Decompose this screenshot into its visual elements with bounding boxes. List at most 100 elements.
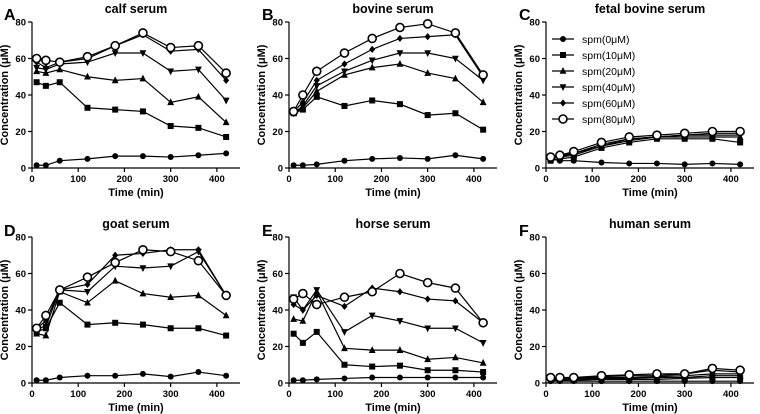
data-point bbox=[290, 162, 297, 169]
y-tick-label: 60 bbox=[272, 269, 283, 280]
x-tick-label: 100 bbox=[327, 174, 343, 185]
data-point bbox=[288, 294, 299, 304]
x-tick-label: 100 bbox=[584, 389, 600, 400]
data-point bbox=[452, 297, 459, 305]
data-point bbox=[452, 55, 459, 63]
data-point bbox=[298, 288, 308, 299]
data-point bbox=[299, 98, 306, 106]
data-point bbox=[195, 124, 202, 131]
data-point bbox=[167, 68, 175, 76]
data-point bbox=[396, 154, 403, 161]
y-tick-label: 60 bbox=[15, 269, 26, 280]
data-point bbox=[396, 346, 404, 353]
y-axis-label: Concentration (μM) bbox=[513, 259, 525, 360]
legend-label: spm(60μM) bbox=[582, 98, 635, 110]
y-axis-label: Concentration (μM) bbox=[0, 259, 11, 360]
data-point bbox=[735, 365, 745, 376]
series-line bbox=[293, 52, 484, 114]
panel-title: human serum bbox=[609, 217, 691, 231]
x-tick-label: 0 bbox=[29, 389, 34, 400]
y-tick-label: 20 bbox=[529, 127, 540, 138]
y-tick-label: 0 bbox=[278, 164, 283, 175]
data-point bbox=[396, 50, 404, 58]
x-tick-label: 400 bbox=[209, 174, 225, 185]
data-point bbox=[138, 244, 148, 255]
data-point bbox=[480, 155, 487, 162]
y-tick-label: 0 bbox=[21, 164, 26, 175]
axes bbox=[285, 236, 497, 387]
data-point bbox=[396, 318, 404, 325]
data-point bbox=[82, 51, 93, 62]
x-tick-label: 0 bbox=[29, 174, 34, 185]
data-point bbox=[452, 353, 459, 361]
data-point bbox=[452, 152, 459, 159]
legend-marker bbox=[559, 67, 567, 74]
data-point bbox=[478, 317, 488, 328]
data-point bbox=[368, 346, 376, 353]
data-point bbox=[422, 277, 433, 288]
data-point bbox=[452, 74, 459, 82]
data-point bbox=[395, 268, 405, 279]
data-point bbox=[222, 311, 230, 319]
y-tick-label: 0 bbox=[535, 379, 540, 390]
data-point bbox=[341, 102, 348, 109]
data-point bbox=[290, 377, 297, 384]
data-point bbox=[424, 374, 431, 381]
data-point bbox=[479, 340, 487, 347]
data-point bbox=[33, 377, 40, 384]
data-point bbox=[369, 45, 376, 53]
data-point bbox=[452, 367, 459, 374]
x-tick-label: 300 bbox=[420, 174, 436, 185]
data-point bbox=[341, 329, 348, 336]
data-point bbox=[339, 48, 350, 58]
data-point bbox=[222, 118, 230, 126]
data-point bbox=[56, 79, 63, 86]
x-tick-label: 400 bbox=[723, 389, 739, 400]
data-point bbox=[290, 300, 297, 309]
data-point bbox=[652, 130, 662, 140]
data-point bbox=[480, 374, 487, 381]
data-point bbox=[479, 358, 487, 366]
panel-letter: D bbox=[4, 223, 16, 240]
data-point bbox=[31, 53, 42, 64]
data-point bbox=[42, 162, 49, 169]
data-point bbox=[368, 312, 376, 320]
data-point bbox=[422, 19, 433, 29]
data-point bbox=[737, 139, 744, 146]
series-open-circle bbox=[545, 363, 745, 383]
data-point bbox=[167, 154, 174, 161]
data-point bbox=[112, 106, 119, 113]
legend-label: spm(20μM) bbox=[582, 66, 635, 78]
data-point bbox=[41, 310, 51, 321]
data-point bbox=[313, 376, 320, 383]
data-point bbox=[368, 63, 376, 71]
x-tick-label: 100 bbox=[327, 389, 343, 400]
legend-marker bbox=[560, 99, 566, 107]
data-point bbox=[452, 325, 459, 333]
legend-marker bbox=[560, 52, 566, 58]
legend-entry: spm(60μM) bbox=[552, 98, 635, 110]
data-point bbox=[223, 150, 230, 157]
data-point bbox=[195, 246, 202, 254]
legend-entry: spm(0μM) bbox=[552, 34, 629, 46]
data-point bbox=[111, 50, 119, 58]
data-point bbox=[299, 339, 306, 346]
data-point bbox=[195, 152, 202, 159]
data-point bbox=[313, 328, 320, 335]
x-tick-label: 0 bbox=[286, 389, 291, 400]
y-tick-label: 40 bbox=[272, 91, 283, 102]
x-tick-label: 400 bbox=[466, 174, 482, 185]
x-axis-label: Time (min) bbox=[108, 187, 164, 199]
data-point bbox=[341, 361, 348, 368]
data-point bbox=[290, 315, 298, 322]
data-point bbox=[555, 372, 565, 383]
data-point bbox=[223, 133, 230, 140]
data-point bbox=[84, 298, 91, 306]
data-point bbox=[339, 292, 350, 303]
data-point bbox=[82, 272, 93, 282]
data-point bbox=[367, 33, 378, 44]
y-tick-label: 20 bbox=[15, 342, 26, 353]
y-tick-label: 20 bbox=[15, 127, 26, 138]
